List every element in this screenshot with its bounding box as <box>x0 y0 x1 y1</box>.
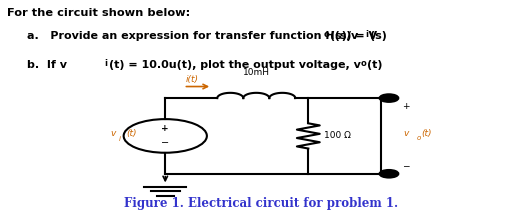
Text: b.  If v: b. If v <box>27 60 67 70</box>
Text: i(t): i(t) <box>186 75 199 84</box>
Text: 100 Ω: 100 Ω <box>324 131 351 140</box>
Text: (t): (t) <box>422 129 432 138</box>
Text: (t): (t) <box>367 60 382 70</box>
Text: v: v <box>110 129 116 138</box>
Text: i: i <box>118 136 120 142</box>
Text: +: + <box>403 102 410 111</box>
Circle shape <box>380 170 399 178</box>
Text: o: o <box>416 135 421 141</box>
Text: −: − <box>161 138 169 148</box>
Text: (t): (t) <box>126 129 137 138</box>
Text: i: i <box>105 59 107 68</box>
Text: i: i <box>365 30 368 39</box>
Text: Figure 1. Electrical circuit for problem 1.: Figure 1. Electrical circuit for problem… <box>124 197 399 210</box>
Text: v: v <box>404 129 409 138</box>
Text: (s): (s) <box>370 31 386 41</box>
Circle shape <box>380 94 399 102</box>
Text: (t) = 10.0u(t), plot the output voltage, v: (t) = 10.0u(t), plot the output voltage,… <box>109 60 361 70</box>
Text: +: + <box>162 124 169 133</box>
Text: 10mH: 10mH <box>243 68 270 77</box>
Text: o: o <box>323 30 329 39</box>
Text: o: o <box>360 59 366 68</box>
Text: For the circuit shown below:: For the circuit shown below: <box>7 8 190 18</box>
Text: −: − <box>403 161 410 170</box>
Text: (s)/v: (s)/v <box>330 31 358 41</box>
Text: a.   Provide an expression for transfer function H(s) = V: a. Provide an expression for transfer fu… <box>27 31 378 41</box>
